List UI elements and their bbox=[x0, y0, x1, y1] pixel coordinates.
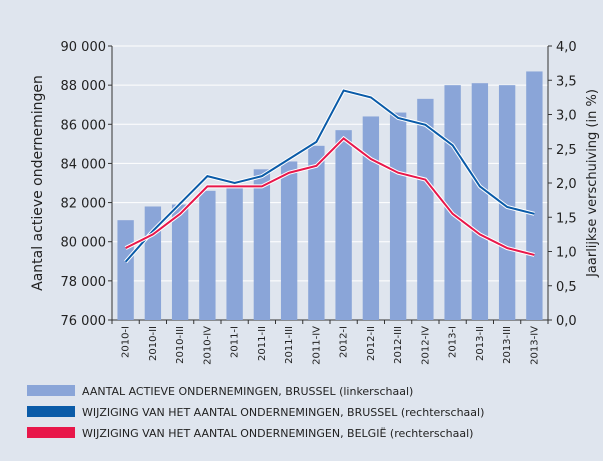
y2-tick-label: 1,5 bbox=[556, 211, 577, 226]
x-tick-label: 2011-IV bbox=[311, 326, 322, 365]
bar bbox=[308, 145, 325, 320]
bar bbox=[335, 130, 352, 320]
bar bbox=[526, 71, 543, 320]
y2-tick-label: 0,5 bbox=[556, 280, 577, 295]
bar bbox=[444, 85, 461, 321]
line bbox=[125, 137, 535, 256]
y-tick-label: 78 000 bbox=[61, 275, 107, 290]
y-tick-label: 82 000 bbox=[61, 197, 107, 212]
y-tick-label: 90 000 bbox=[61, 40, 107, 55]
x-tick-label: 2011-I bbox=[230, 326, 241, 358]
y2-tick-label: 1,0 bbox=[556, 246, 577, 261]
bar bbox=[280, 161, 298, 320]
bar bbox=[362, 116, 380, 320]
x-tick-label: 2013-II bbox=[475, 326, 486, 361]
x-tick-label: 2010-IV bbox=[202, 326, 213, 365]
legend-label: WIJZIGING VAN HET AANTAL ONDERNEMINGEN, … bbox=[82, 406, 484, 419]
bar bbox=[417, 98, 434, 320]
x-tick-label: 2010-III bbox=[175, 326, 186, 364]
bar bbox=[171, 204, 189, 320]
y-axis-title: Aantal actieve ondernemingen bbox=[30, 75, 46, 291]
x-tick-label: 2012-I bbox=[339, 326, 350, 358]
y2-tick-label: 2,0 bbox=[556, 177, 577, 192]
x-tick-label: 2011-III bbox=[284, 326, 295, 364]
bar bbox=[389, 112, 407, 321]
legend-label: WIJZIGING VAN HET AANTAL ONDERNEMINGEN, … bbox=[82, 427, 473, 440]
legend-swatch bbox=[27, 427, 75, 438]
legend-swatch bbox=[27, 406, 75, 417]
bar bbox=[471, 83, 489, 320]
y2-tick-label: 4,0 bbox=[556, 40, 577, 55]
bar bbox=[253, 169, 271, 320]
y2-tick-label: 3,5 bbox=[556, 74, 577, 89]
y2-axis-title: Jaarlijkse verschuiving (in %) bbox=[585, 89, 600, 278]
x-tick-label: 2013-I bbox=[448, 326, 459, 358]
y-tick-label: 88 000 bbox=[61, 79, 107, 94]
x-tick-label: 2013-III bbox=[502, 326, 513, 364]
x-tick-label: 2011-II bbox=[257, 326, 268, 361]
y-tick-label: 86 000 bbox=[61, 118, 107, 133]
bar bbox=[199, 190, 216, 320]
x-tick-label: 2010-II bbox=[148, 326, 159, 361]
y2-tick-label: 0,0 bbox=[556, 314, 577, 329]
x-tick-label: 2010-I bbox=[121, 326, 132, 358]
y-tick-label: 76 000 bbox=[61, 314, 107, 329]
x-tick-label: 2012-II bbox=[366, 326, 377, 361]
legend-label: AANTAL ACTIEVE ONDERNEMINGEN, BRUSSEL (l… bbox=[82, 385, 413, 398]
y2-tick-label: 2,5 bbox=[556, 143, 577, 158]
bar bbox=[226, 184, 243, 320]
bar bbox=[117, 220, 134, 320]
legend-swatch bbox=[27, 385, 75, 396]
x-tick-label: 2012-III bbox=[393, 326, 404, 364]
y-tick-label: 84 000 bbox=[61, 157, 107, 172]
y-tick-label: 80 000 bbox=[61, 236, 107, 251]
x-tick-label: 2013-IV bbox=[529, 326, 540, 365]
bar bbox=[498, 85, 516, 321]
x-tick-label: 2012-IV bbox=[420, 326, 431, 365]
line bbox=[124, 89, 535, 263]
y2-tick-label: 3,0 bbox=[556, 109, 577, 124]
